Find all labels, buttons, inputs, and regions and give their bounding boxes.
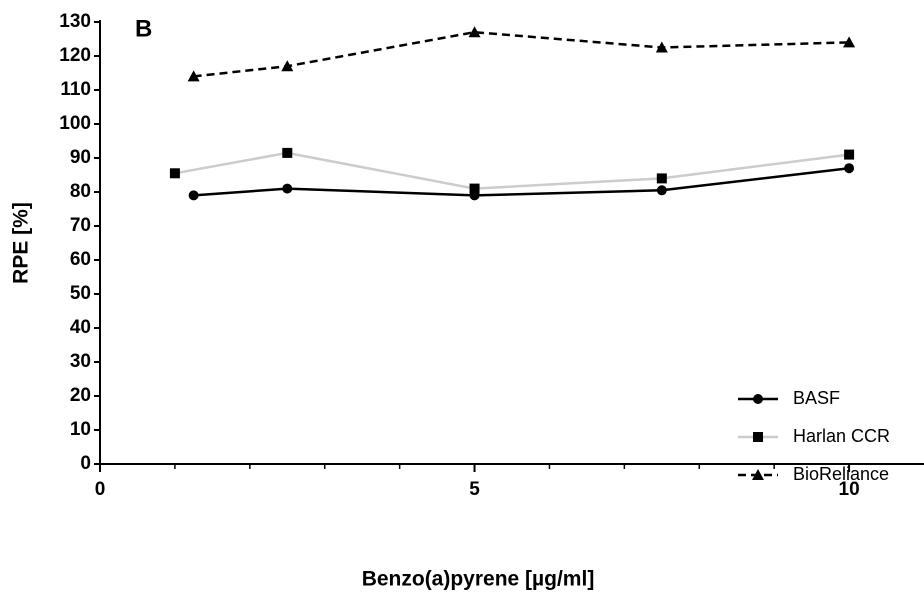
y-tick-label: 100: [59, 113, 91, 134]
y-tick-label: 50: [70, 283, 91, 304]
series-line: [174, 151, 850, 190]
point: [469, 183, 480, 194]
series-line: [193, 166, 850, 197]
point: [843, 36, 856, 48]
legend-marker: [753, 432, 763, 442]
point: [169, 168, 180, 179]
legend-label: Harlan CCR: [793, 426, 890, 446]
point: [844, 163, 855, 174]
point: [656, 185, 667, 196]
x-axis-label: Benzo(a)pyrene [µg/ml]: [362, 568, 595, 591]
y-tick-label: 110: [60, 79, 91, 100]
point: [188, 190, 199, 201]
y-tick-label: 90: [70, 147, 91, 168]
y-tick-label: 130: [59, 11, 91, 32]
x-tick-label: 0: [95, 479, 106, 500]
x-tick-label: 10: [839, 479, 860, 500]
y-tick-label: 40: [70, 317, 91, 338]
y-tick-label: 30: [70, 351, 91, 372]
point: [844, 149, 855, 160]
legend-marker: [752, 469, 764, 480]
legend-label: BASF: [793, 388, 840, 408]
point: [187, 70, 200, 82]
legend-marker: [753, 394, 763, 404]
y-tick-label: 70: [70, 215, 91, 236]
point: [282, 147, 293, 158]
y-axis-label: RPE [%]: [10, 202, 33, 284]
y-tick-label: 80: [70, 181, 91, 202]
point: [656, 173, 667, 184]
point: [282, 183, 293, 194]
y-tick-label: 20: [70, 385, 91, 406]
y-tick-label: 10: [70, 419, 91, 440]
point: [281, 60, 294, 72]
y-tick-label: 0: [80, 453, 91, 474]
panel-label: B: [135, 15, 152, 42]
y-tick-label: 60: [70, 249, 91, 270]
x-tick-label: 5: [469, 479, 480, 500]
y-tick-label: 120: [59, 45, 91, 66]
series-line: [193, 30, 850, 78]
point: [655, 41, 668, 53]
point: [468, 26, 481, 38]
legend-label: BioReliance: [793, 464, 889, 484]
